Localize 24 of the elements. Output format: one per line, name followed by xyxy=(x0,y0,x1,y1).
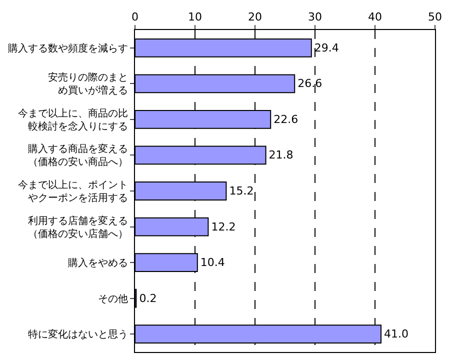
y-tick-label: 今まで以上に、商品の比較検討を念入りにする xyxy=(18,107,128,132)
x-tick-label: 20 xyxy=(248,10,262,24)
y-tick-label: 特に変化はないと思う xyxy=(28,328,128,341)
y-tick-label: その他 xyxy=(98,292,128,305)
data-label: 26.6 xyxy=(298,77,322,90)
y-tick-label: 購入する数や頻度を減らす xyxy=(8,42,128,54)
y-tick-label: 安売りの際のまとめ買いが増える xyxy=(48,72,128,97)
data-label: 10.4 xyxy=(200,256,225,270)
data-label: 0.2 xyxy=(139,292,157,305)
x-tick-label: 30 xyxy=(308,10,322,24)
data-label: 15.2 xyxy=(229,184,254,198)
x-tick-label: 10 xyxy=(188,10,202,24)
x-tick-label: 40 xyxy=(368,10,382,24)
x-tick-label: 0 xyxy=(132,10,138,24)
data-label: 21.8 xyxy=(268,148,294,162)
y-tick-label: 購入をやめる xyxy=(68,257,128,270)
data-label: 29.4 xyxy=(314,41,339,54)
y-tick-label: 利用する店舗を変える（価格の安い店舗へ） xyxy=(28,214,128,240)
x-tick-label: 50 xyxy=(428,10,442,24)
y-tick-label: 今まで以上に、ポイントやクーポンを活用する xyxy=(18,179,128,204)
y-tick-label: 購入する商品を変える（価格の安い商品へ） xyxy=(28,143,128,168)
data-label: 22.6 xyxy=(274,112,298,126)
data-label: 12.2 xyxy=(211,220,236,234)
data-label: 41.0 xyxy=(384,328,408,341)
